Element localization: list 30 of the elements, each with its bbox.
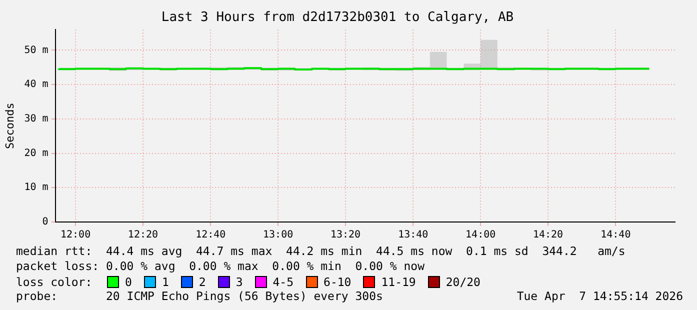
y-tick-label: 30 m <box>24 114 48 125</box>
text: packet loss: 0.00 % avg 0.00 % max 0.00 % min 0.00 % now <box>16 259 426 274</box>
x-tick-label: 14:40 <box>600 230 631 241</box>
text: 11-19 <box>381 274 416 288</box>
y-tick-label: 40 m <box>24 79 48 90</box>
text: 1 <box>162 274 169 288</box>
x-tick-label: 12:40 <box>196 230 226 241</box>
text: 3 <box>236 274 243 288</box>
x-tick-label: 12:20 <box>128 230 158 241</box>
y-tick-label: 0 <box>42 216 48 228</box>
text: probe: 20 ICMP Echo Pings (56 Bytes) every 300s <box>16 289 383 304</box>
y-tick-label: 20 m <box>24 148 48 159</box>
y-tick-label: 10 m <box>24 182 48 194</box>
x-tick-label: 14:00 <box>466 230 496 241</box>
y-tick-label: 50 m <box>24 44 48 56</box>
x-tick-label: 14:20 <box>532 230 564 241</box>
text: 0 <box>125 274 132 288</box>
text: 4-5 <box>272 274 294 288</box>
text: loss color: <box>16 274 94 288</box>
text: Tue Apr 7 14:55:14 2026 <box>516 289 683 304</box>
x-tick-label: 12:00 <box>60 230 91 241</box>
chart-title: Last 3 Hours from d2d1732b0301 to Calgary, AB <box>161 10 514 26</box>
text: 6-10 <box>324 274 352 288</box>
y-axis-title: Seconds <box>3 102 16 149</box>
text: 20/20 <box>446 274 480 288</box>
text: median rtt: 44.4 ms avg 44.7 ms max 44.2 ms min 44.5 ms now 0.1 ms sd 344.2 am/s <box>16 244 626 259</box>
x-tick-label: 13:20 <box>330 230 361 241</box>
x-tick-label: 13:00 <box>263 230 294 241</box>
text: 2 <box>198 274 206 288</box>
x-tick-label: 13:40 <box>398 230 428 241</box>
